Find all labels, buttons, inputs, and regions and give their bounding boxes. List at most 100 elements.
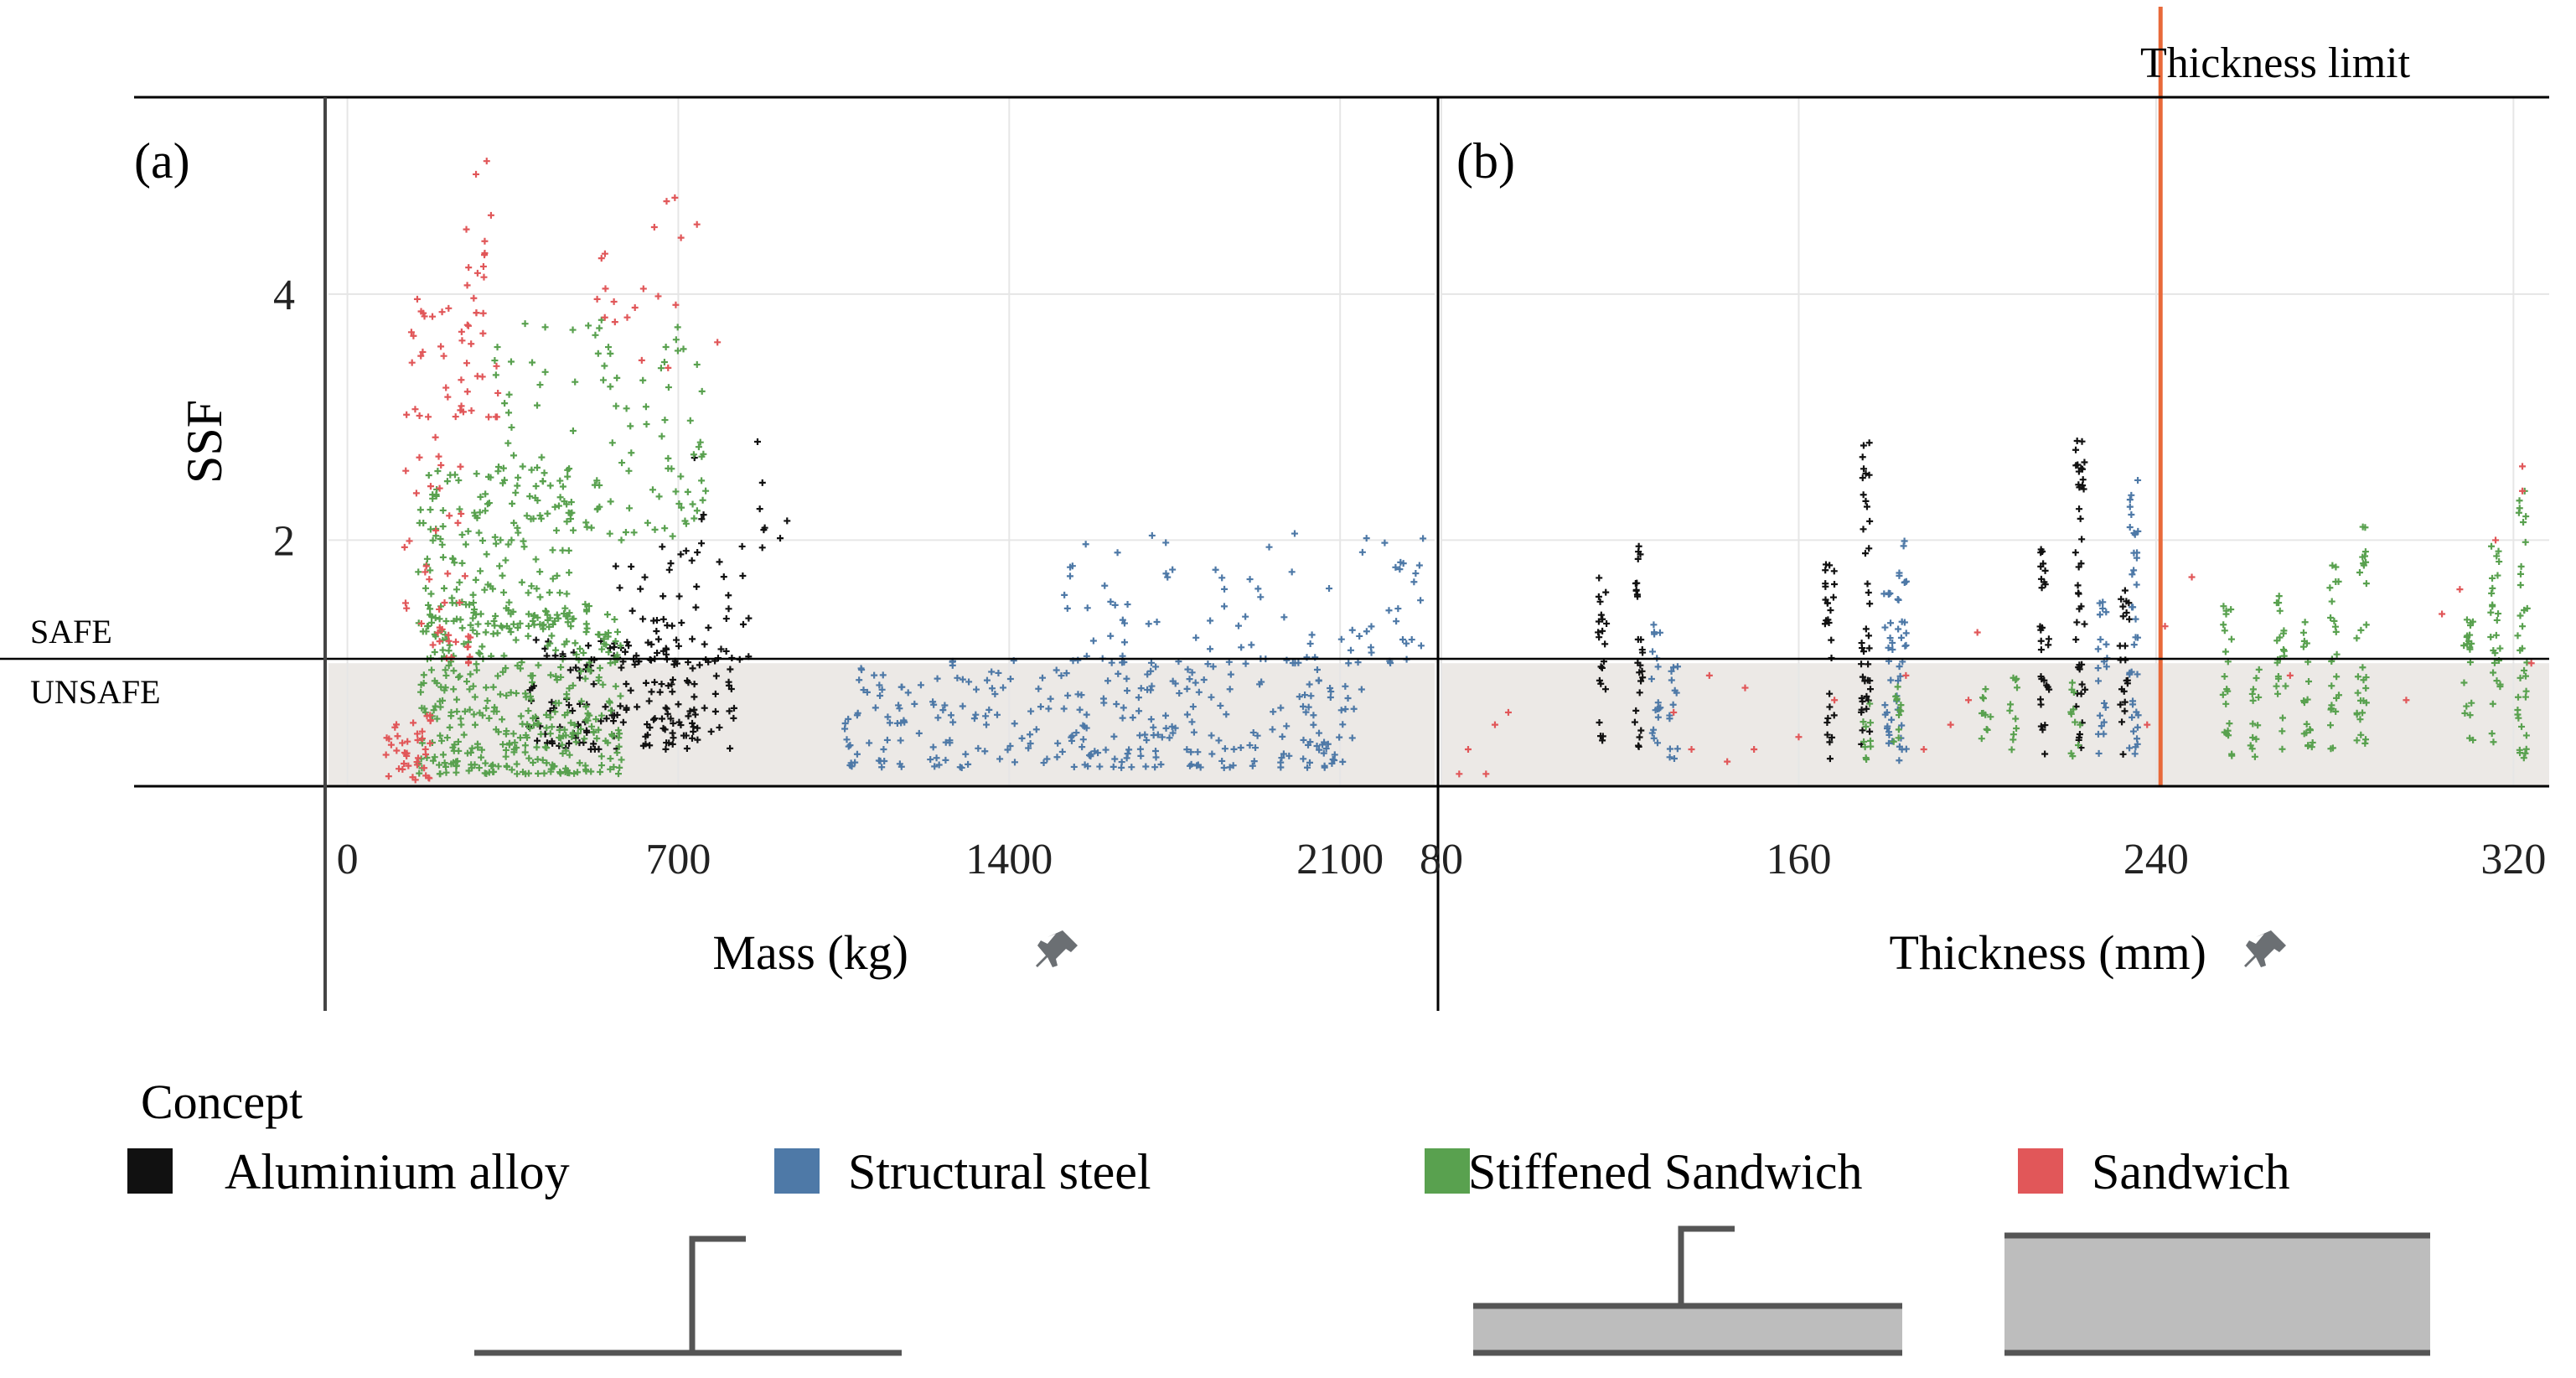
point-stiffened <box>2361 548 2369 556</box>
point-sandwich <box>2188 573 2196 581</box>
point-steel <box>1316 746 1323 754</box>
point-steel <box>1246 742 1254 749</box>
point-stiffened <box>425 622 432 629</box>
pin-icon[interactable] <box>1036 930 1078 967</box>
point-steel <box>1283 723 1291 730</box>
point-steel <box>1348 626 1356 634</box>
point-steel <box>2095 677 2103 685</box>
point-steel <box>1089 637 1097 645</box>
point-stiffened <box>582 519 590 526</box>
point-stiffened <box>686 417 694 424</box>
point-stiffened <box>2353 635 2361 642</box>
y-tick-label: 2 <box>273 517 295 565</box>
point-stiffened <box>2222 700 2230 707</box>
point-stiffened <box>581 735 588 743</box>
point-steel <box>1157 761 1165 769</box>
point-steel <box>1154 731 1161 738</box>
point-stiffened <box>607 765 614 773</box>
point-stiffened <box>418 704 426 712</box>
point-steel <box>1194 749 1202 756</box>
point-stiffened <box>423 754 431 762</box>
point-stiffened <box>453 696 461 703</box>
point-stiffened <box>603 641 610 649</box>
point-stiffened <box>534 464 541 471</box>
point-steel <box>1306 640 1314 647</box>
point-steel <box>1396 566 1404 573</box>
point-aluminium <box>745 614 753 622</box>
point-stiffened <box>502 557 510 564</box>
point-stiffened <box>543 744 551 752</box>
point-aluminium <box>1867 686 1874 693</box>
point-sandwich <box>1724 758 1731 765</box>
point-stiffened <box>539 478 546 485</box>
point-aluminium <box>761 524 768 531</box>
point-aluminium <box>694 724 701 732</box>
point-stiffened <box>528 466 535 474</box>
point-sandwich <box>440 352 447 360</box>
point-sandwich <box>485 413 493 421</box>
point-aluminium <box>1865 697 1872 704</box>
point-steel <box>1120 704 1127 712</box>
point-aluminium <box>1638 646 1646 654</box>
point-sandwich <box>671 194 679 201</box>
point-aluminium <box>722 615 730 623</box>
point-stiffened <box>555 502 562 510</box>
point-steel <box>1367 644 1374 651</box>
point-aluminium <box>1859 697 1866 705</box>
point-steel <box>1172 724 1179 732</box>
point-stiffened <box>599 376 607 384</box>
point-aluminium <box>566 739 573 747</box>
pin-icon[interactable] <box>2244 930 2286 967</box>
point-stiffened <box>467 671 474 678</box>
point-steel <box>1249 728 1257 736</box>
point-stiffened <box>516 734 524 742</box>
point-steel <box>1142 763 1150 770</box>
point-stiffened <box>542 608 550 615</box>
point-steel <box>863 688 871 696</box>
point-stiffened <box>489 683 497 691</box>
point-sandwich <box>414 737 422 744</box>
point-aluminium <box>651 678 659 686</box>
panel-label-b: (b) <box>1456 133 1515 189</box>
point-steel <box>1671 686 1679 694</box>
point-stiffened <box>655 493 663 500</box>
point-aluminium <box>623 704 630 712</box>
point-steel <box>1886 589 1894 597</box>
point-sandwich <box>473 269 481 277</box>
point-stiffened <box>607 383 614 391</box>
point-steel <box>1902 641 1910 649</box>
point-stiffened <box>471 721 478 728</box>
point-aluminium <box>2123 676 2131 684</box>
point-stiffened <box>537 730 545 738</box>
point-stiffened <box>699 496 706 504</box>
point-stiffened <box>489 768 497 775</box>
point-sandwich <box>403 752 411 759</box>
point-stiffened <box>2517 674 2524 681</box>
point-sandwich <box>672 301 680 308</box>
point-aluminium <box>663 739 670 747</box>
point-aluminium <box>754 438 762 445</box>
point-sandwich <box>593 295 601 303</box>
point-steel <box>1118 764 1125 771</box>
point-steel <box>2096 611 2103 619</box>
point-sandwich <box>458 402 465 410</box>
point-stiffened <box>556 589 564 597</box>
point-stiffened <box>432 614 439 622</box>
point-steel <box>1070 763 1078 770</box>
point-stiffened <box>512 489 520 496</box>
point-steel <box>1172 680 1179 687</box>
point-aluminium <box>646 742 654 749</box>
point-sandwich <box>1670 708 1678 716</box>
point-stiffened <box>2522 672 2529 680</box>
point-sandwich <box>1688 745 1695 753</box>
point-stiffened <box>599 681 607 688</box>
point-aluminium <box>1823 719 1831 727</box>
point-stiffened <box>526 724 534 732</box>
point-aluminium <box>565 702 572 709</box>
point-stiffened <box>550 763 557 770</box>
point-aluminium <box>2076 484 2083 491</box>
point-steel <box>2130 567 2138 574</box>
point-steel <box>1058 748 1066 755</box>
point-aluminium <box>784 517 791 525</box>
point-steel <box>2126 503 2134 510</box>
